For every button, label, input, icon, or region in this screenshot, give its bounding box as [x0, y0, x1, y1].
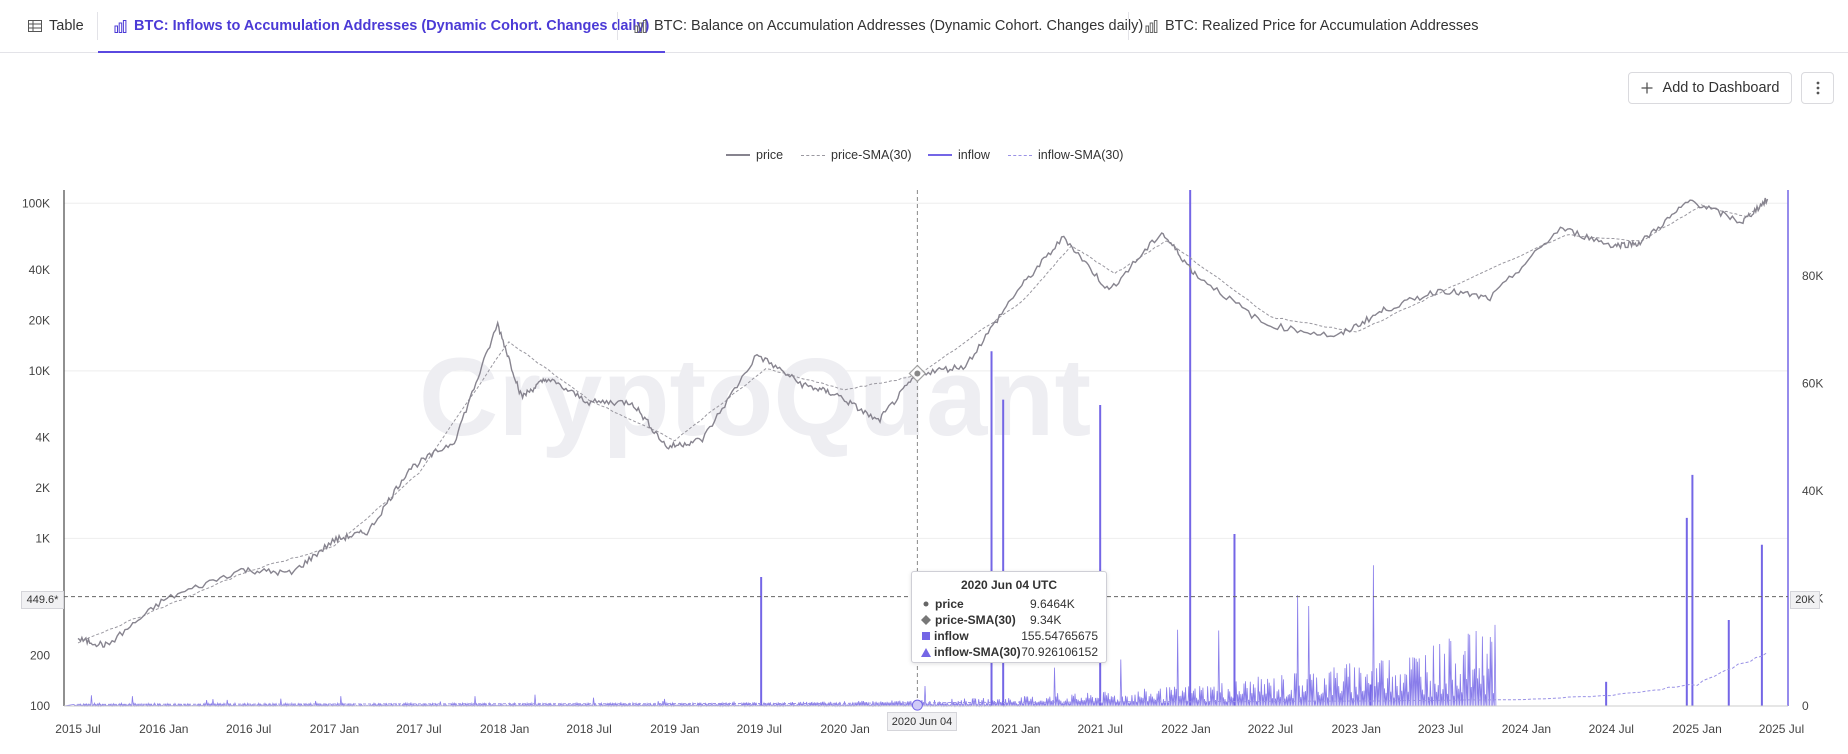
tooltip-value: 70.926106152 [1021, 645, 1098, 659]
y-left-tick-label: 200 [30, 649, 50, 663]
x-tick-label: 2019 Jan [650, 722, 699, 736]
more-vertical-icon [1816, 81, 1820, 95]
tab-inflows-label: BTC: Inflows to Accumulation Addresses (… [134, 18, 650, 34]
legend-swatch [928, 154, 952, 156]
x-tick-label: 2017 Jan [310, 722, 359, 736]
x-tick-label: 2025 Jan [1672, 722, 1721, 736]
tooltip-label: inflow-SMA(30) [934, 645, 1021, 659]
tab-table[interactable]: Table [28, 0, 84, 52]
x-tick-label: 2017 Jul [396, 722, 441, 736]
x-tick-label: 2021 Jan [991, 722, 1040, 736]
bar-chart-icon [114, 19, 127, 33]
y-left-tick-label: 2K [35, 481, 50, 495]
x-tick-label: 2019 Jul [737, 722, 782, 736]
y-left-tick-label: 40K [29, 263, 50, 277]
legend-swatch [726, 154, 750, 156]
chart-tabs: Table BTC: Inflows to Accumulation Addre… [0, 0, 1848, 53]
tooltip-row-inflow-sma: inflow-SMA(30) 70.926106152 [920, 644, 1098, 660]
add-to-dashboard-label: Add to Dashboard [1662, 80, 1780, 96]
tooltip-label: price [935, 597, 964, 611]
tab-table-label: Table [49, 18, 84, 34]
diamond-marker-icon [920, 615, 932, 625]
price-line [77, 197, 1769, 648]
y-right-tick-label: 60K [1802, 377, 1823, 391]
tooltip-value: 155.54765675 [1021, 629, 1098, 643]
x-tick-label: 2022 Jul [1248, 722, 1293, 736]
x-tick-label: 2016 Jul [226, 722, 271, 736]
y-left-tick-label: 100 [30, 699, 50, 713]
y-left-tick-label: 1K [35, 531, 50, 545]
y-right-tick-label: 80K [1802, 269, 1823, 283]
x-tick-label: 2024 Jul [1589, 722, 1634, 736]
legend-item-price-sma[interactable]: price-SMA(30) [801, 148, 912, 162]
tab-divider [1128, 12, 1129, 40]
legend-label: price-SMA(30) [831, 148, 912, 162]
crosshair-left-value: 449.6* [21, 591, 64, 609]
tooltip-label: inflow [934, 629, 969, 643]
legend-label: inflow-SMA(30) [1038, 148, 1124, 162]
legend-label: price [756, 148, 784, 162]
x-tick-label: 2015 Jul [55, 722, 100, 736]
x-tick-label: 2018 Jul [566, 722, 611, 736]
x-tick-label: 2020 Jan [820, 722, 869, 736]
chart-area[interactable]: CryptoQuant 100K 40K 20K 10K 4K 2K 1K 200 100 80K… [0, 180, 1848, 754]
chart-axes [63, 190, 1789, 707]
legend-label: inflow [958, 148, 990, 162]
add-to-dashboard-button[interactable]: Add to Dashboard [1628, 72, 1792, 104]
tooltip-label: price-SMA(30) [935, 613, 1016, 627]
tab-divider [97, 12, 98, 40]
legend-item-price[interactable]: price [726, 148, 783, 162]
legend-swatch [1008, 154, 1032, 156]
square-marker-icon [920, 632, 931, 640]
x-tick-label: 2016 Jan [139, 722, 188, 736]
x-tick-label: 2023 Jul [1418, 722, 1463, 736]
tooltip-value: 9.6464K [1030, 597, 1075, 611]
y-left-tick-label: 100K [22, 196, 50, 210]
x-tick-label: 2018 Jan [480, 722, 529, 736]
tooltip-row-inflow: inflow 155.54765675 [920, 628, 1098, 644]
legend-item-inflow[interactable]: inflow [928, 148, 990, 162]
table-icon [28, 20, 42, 32]
x-tick-label: 2025 Jul [1759, 722, 1804, 736]
plus-icon [1641, 82, 1653, 94]
chart-tooltip: 2020 Jun 04 UTC price 9.6464K price-SMA(… [911, 571, 1107, 663]
y-left-tick-label: 10K [29, 364, 50, 378]
x-tick-label: 2022 Jan [1161, 722, 1210, 736]
watermark: CryptoQuant [419, 336, 1091, 459]
crosshair-date: 2020 Jun 04 [887, 712, 957, 731]
x-tick-label: 2023 Jan [1331, 722, 1380, 736]
crosshair-price-dot [914, 370, 921, 377]
chart-legend: price price-SMA(30) inflow inflow-SMA(30… [0, 148, 1848, 166]
tab-balance-label: BTC: Balance on Accumulation Addresses (… [654, 18, 1144, 34]
circle-marker-icon [920, 601, 932, 607]
bar-chart-icon [1145, 19, 1158, 33]
tooltip-row-price: price 9.6464K [920, 596, 1098, 612]
tooltip-title: 2020 Jun 04 UTC [960, 578, 1058, 592]
tab-realized-price[interactable]: BTC: Realized Price for Accumulation Add… [1145, 0, 1479, 52]
tab-divider [617, 12, 618, 40]
y-right-tick-label: 40K [1802, 484, 1823, 498]
legend-swatch [801, 154, 825, 156]
triangle-marker-icon [920, 647, 931, 657]
y-left-tick-label: 20K [29, 313, 50, 327]
inflow-sma-line [77, 651, 1768, 705]
x-tick-label: 2024 Jan [1502, 722, 1551, 736]
tab-inflows[interactable]: BTC: Inflows to Accumulation Addresses (… [98, 0, 666, 53]
tab-balance[interactable]: BTC: Balance on Accumulation Addresses (… [634, 0, 1143, 52]
tab-realized-price-label: BTC: Realized Price for Accumulation Add… [1165, 18, 1479, 34]
tooltip-row-price-sma: price-SMA(30) 9.34K [920, 612, 1098, 628]
price-series [77, 197, 1769, 648]
crosshair-right-value: 20K [1790, 591, 1820, 609]
tooltip-value: 9.34K [1030, 613, 1062, 627]
y-left-tick-label: 4K [35, 431, 50, 445]
y-right-tick-label: 0 [1802, 699, 1809, 713]
legend-item-inflow-sma[interactable]: inflow-SMA(30) [1008, 148, 1123, 162]
x-tick-label: 2021 Jul [1077, 722, 1122, 736]
more-options-button[interactable] [1801, 72, 1834, 104]
crosshair-inflow-marker [911, 699, 923, 711]
bar-chart-icon [634, 19, 647, 33]
inflow-baseline [63, 565, 1497, 708]
